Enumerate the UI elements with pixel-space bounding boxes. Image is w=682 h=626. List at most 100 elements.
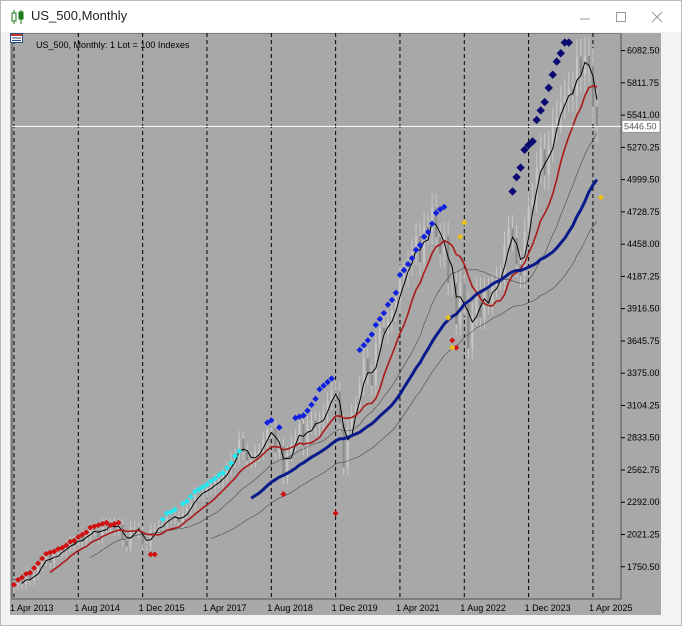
signal-marker-navy: [528, 137, 537, 146]
x-tick-label: 1 Apr 2025: [589, 603, 633, 613]
candle-body: [467, 304, 470, 349]
candle-body: [555, 117, 558, 125]
candle-body: [242, 438, 245, 452]
candle-body: [157, 525, 160, 530]
minimize-button[interactable]: [567, 5, 603, 29]
maximize-button[interactable]: [603, 5, 639, 29]
signal-marker-navy: [532, 115, 541, 125]
chart-legend: US_500, Monthly: 1 Lot = 100 Indexes: [36, 40, 190, 50]
candle-body: [459, 283, 462, 325]
signal-marker-cyan: [208, 478, 214, 485]
y-tick-label: 5270.25: [627, 142, 660, 152]
candle-body: [262, 439, 265, 452]
y-tick-label: 6082.50: [627, 46, 660, 56]
signal-marker-cyan: [187, 493, 194, 500]
signal-marker-blue: [308, 401, 315, 408]
y-tick-label: 4458.00: [627, 239, 660, 249]
candle-body: [286, 453, 289, 477]
candle-body: [193, 493, 196, 504]
candle-body: [523, 231, 526, 276]
signal-marker-blue: [356, 346, 363, 354]
candle-body: [306, 424, 309, 448]
price-chart[interactable]: 1 Apr 2013 1 Aug 2014 1 Dec 2015 1 Apr 2017…: [10, 33, 661, 615]
candle-body: [57, 552, 60, 554]
candle-body: [274, 428, 277, 453]
signal-marker-cyan: [228, 460, 235, 467]
candle-body: [567, 88, 570, 96]
x-tick-label: 1 Apr 2021: [396, 603, 440, 613]
candle-body: [17, 581, 20, 586]
candle-body: [402, 274, 405, 278]
current-price-label: 5446.50: [624, 121, 657, 131]
signal-marker-navy: [512, 172, 521, 182]
candle-body: [415, 236, 418, 252]
signal-marker-yellow: [457, 233, 464, 240]
candle-body: [503, 245, 506, 278]
candle-body: [447, 235, 450, 283]
candle-body: [61, 550, 64, 553]
candle-body: [378, 327, 381, 344]
candle-body: [53, 553, 56, 563]
signal-marker-blue: [268, 417, 275, 424]
signal-marker-cyan: [167, 509, 174, 516]
candle-body: [238, 438, 241, 457]
candle-body: [423, 226, 426, 263]
candle-body: [334, 390, 337, 392]
maximize-icon: [616, 12, 626, 22]
close-button[interactable]: [639, 5, 675, 29]
x-tick-label: 1 Aug 2022: [460, 603, 506, 613]
candle-body: [547, 146, 550, 176]
signal-marker-red: [115, 519, 122, 526]
y-tick-label: 2021.25: [627, 530, 660, 540]
y-tick-label: 2562.75: [627, 465, 660, 475]
signal-marker-cyan: [212, 475, 219, 482]
candle-body: [294, 437, 297, 444]
signal-marker-blue: [440, 203, 448, 211]
candle-body: [141, 531, 144, 545]
candle-body: [310, 420, 313, 425]
candle-body: [475, 289, 478, 314]
candle-body: [149, 529, 152, 546]
candle-body: [189, 503, 192, 509]
signal-marker-blue: [412, 246, 420, 254]
candle-body: [370, 374, 373, 386]
signal-marker-cyan: [220, 469, 227, 476]
signal-marker-red: [63, 542, 70, 549]
signal-marker-red: [453, 344, 460, 351]
candle-body: [479, 289, 482, 318]
candle-body: [117, 524, 120, 530]
candle-body: [250, 459, 253, 461]
candle-body: [583, 55, 586, 75]
signal-marker-blue: [264, 419, 271, 426]
candle-body: [226, 468, 229, 476]
signal-marker-blue: [364, 337, 371, 344]
signal-marker-blue: [316, 386, 323, 393]
signal-marker-blue: [372, 321, 380, 329]
candle-body: [431, 207, 434, 232]
candle-body: [443, 235, 446, 255]
signal-marker-blue: [376, 315, 384, 323]
signal-marker-blue: [320, 382, 327, 389]
y-tick-label: 2833.50: [627, 433, 660, 443]
candle-body: [214, 481, 217, 487]
candle-body: [185, 508, 188, 514]
signal-marker-red: [449, 337, 456, 344]
signal-marker-blue: [276, 424, 283, 431]
candle-body: [45, 555, 48, 561]
candle-body: [165, 516, 168, 526]
candle-body: [350, 412, 353, 429]
close-icon: [651, 11, 663, 23]
candle-body: [177, 517, 180, 523]
signal-marker-red: [71, 537, 78, 544]
title-bar[interactable]: US_500,Monthly: [1, 1, 681, 32]
candle-body: [97, 530, 100, 538]
candle-body: [25, 574, 28, 584]
ma-thin-line: [210, 221, 598, 539]
signal-marker-red: [51, 548, 58, 555]
signal-marker-blue: [324, 378, 331, 386]
plot-frame: [11, 33, 622, 600]
candle-body: [587, 55, 590, 66]
signal-marker-blue: [396, 271, 404, 279]
signal-marker-blue: [436, 206, 444, 213]
chart-area[interactable]: 1 Apr 2013 1 Aug 2014 1 Dec 2015 1 Apr 2017…: [10, 33, 661, 615]
